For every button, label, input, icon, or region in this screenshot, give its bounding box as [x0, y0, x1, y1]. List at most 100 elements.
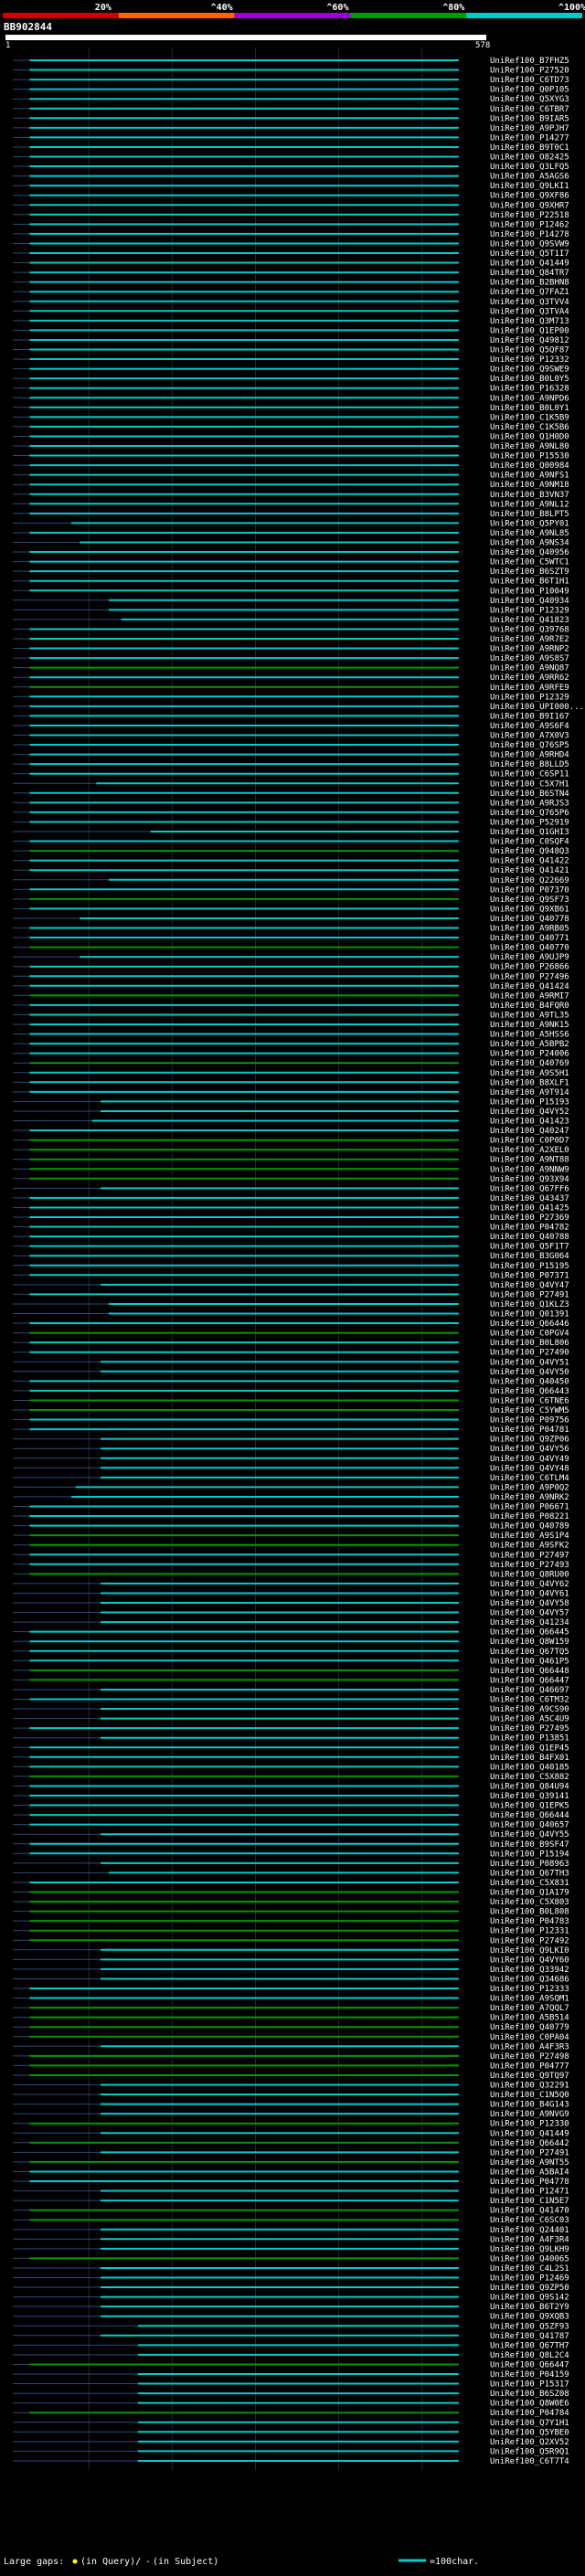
hit-row[interactable]: UniRef100_P15194: [13, 1850, 569, 1859]
hit-row[interactable]: UniRef100_A9NT55: [13, 2158, 569, 2168]
hit-row[interactable]: UniRef100_A7X0V3: [13, 732, 569, 741]
hit-row[interactable]: UniRef100_Q4VY49: [13, 1455, 569, 1464]
hit-label[interactable]: UniRef100_A9CS90: [490, 1705, 569, 1714]
hit-label[interactable]: UniRef100_P08963: [490, 1860, 569, 1869]
hit-label[interactable]: UniRef100_B0L808: [490, 1908, 569, 1917]
hit-row[interactable]: UniRef100_Q40934: [13, 597, 569, 606]
hit-row[interactable]: UniRef100_Q67TQ5: [13, 1648, 569, 1657]
hit-label[interactable]: UniRef100_Q66447: [490, 1676, 569, 1685]
hit-label[interactable]: UniRef100_Q8W0E6: [490, 2400, 569, 2409]
hit-label[interactable]: UniRef100_A9TL35: [490, 1011, 569, 1020]
hit-row[interactable]: UniRef100_Q4VY61: [13, 1589, 569, 1598]
hit-row[interactable]: UniRef100_Q4VY56: [13, 1445, 569, 1454]
hit-label[interactable]: UniRef100_P27369: [490, 1214, 569, 1223]
hit-label[interactable]: UniRef100_B9T0C1: [490, 143, 569, 153]
hit-label[interactable]: UniRef100_B3VN37: [490, 491, 569, 500]
hit-row[interactable]: UniRef100_A4F3R3: [13, 2042, 569, 2051]
hit-row[interactable]: UniRef100_B8XLF1: [13, 1078, 569, 1087]
hit-row[interactable]: UniRef100_B6STN4: [13, 790, 569, 799]
hit-label[interactable]: UniRef100_B6STN4: [490, 790, 569, 799]
hit-label[interactable]: UniRef100_C6TNE6: [490, 1396, 569, 1405]
hit-row[interactable]: UniRef100_Q4VY51: [13, 1358, 569, 1367]
hit-label[interactable]: UniRef100_A5AGS6: [490, 173, 569, 182]
hit-row[interactable]: UniRef100_Q461P5: [13, 1657, 569, 1666]
hit-label[interactable]: UniRef100_P27495: [490, 1724, 569, 1733]
hit-label[interactable]: UniRef100_B0L806: [490, 1339, 569, 1348]
hit-row[interactable]: UniRef100_Q5T1I7: [13, 249, 569, 259]
hit-label[interactable]: UniRef100_P15530: [490, 452, 569, 461]
hit-label[interactable]: UniRef100_A9S6F4: [490, 722, 569, 731]
hit-row[interactable]: UniRef100_Q40788: [13, 1233, 569, 1242]
hit-row[interactable]: UniRef100_A9UJP9: [13, 953, 569, 962]
hit-row[interactable]: UniRef100_A9RNP2: [13, 645, 569, 654]
hit-row[interactable]: UniRef100_Q7Y1H1: [13, 2419, 569, 2428]
hit-label[interactable]: UniRef100_P07370: [490, 885, 569, 895]
hit-row[interactable]: UniRef100_B0L0Y1: [13, 404, 569, 413]
hit-label[interactable]: UniRef100_Q5PY01: [490, 519, 569, 528]
hit-row[interactable]: UniRef100_P27498: [13, 2052, 569, 2062]
hit-row[interactable]: UniRef100_P27492: [13, 1936, 569, 1945]
hit-row[interactable]: UniRef100_P12329: [13, 606, 569, 615]
hit-row[interactable]: UniRef100_B4FQR0: [13, 1002, 569, 1011]
hit-row[interactable]: UniRef100_B4G143: [13, 2101, 569, 2110]
hit-label[interactable]: UniRef100_Q1EP45: [490, 1744, 569, 1753]
hit-row[interactable]: UniRef100_Q765P6: [13, 809, 569, 818]
hit-row[interactable]: UniRef100_Q4VY62: [13, 1580, 569, 1589]
hit-row[interactable]: UniRef100_Q4VY60: [13, 1956, 569, 1965]
hit-label[interactable]: UniRef100_P04781: [490, 1426, 569, 1435]
hit-row[interactable]: UniRef100_A9SFK2: [13, 1542, 569, 1551]
hit-row[interactable]: UniRef100_P15530: [13, 452, 569, 461]
hit-row[interactable]: UniRef100_A4F3R4: [13, 2235, 569, 2244]
hit-label[interactable]: UniRef100_P27492: [490, 1936, 569, 1945]
hit-label[interactable]: UniRef100_C6TM32: [490, 1696, 569, 1705]
hit-row[interactable]: UniRef100_Q41449: [13, 260, 569, 269]
hit-label[interactable]: UniRef100_P12462: [490, 220, 569, 229]
hit-label[interactable]: UniRef100_Q01391: [490, 1310, 569, 1320]
hit-label[interactable]: UniRef100_P09756: [490, 1416, 569, 1426]
hit-row[interactable]: UniRef100_B9I167: [13, 712, 569, 721]
hit-row[interactable]: UniRef100_C5YWM5: [13, 1406, 569, 1415]
hit-label[interactable]: UniRef100_A9RR62: [490, 673, 569, 683]
hit-label[interactable]: UniRef100_P27496: [490, 972, 569, 981]
hit-row[interactable]: UniRef100_Q40450: [13, 1377, 569, 1386]
hit-label[interactable]: UniRef100_P27498: [490, 2052, 569, 2062]
hit-row[interactable]: UniRef100_P24006: [13, 1050, 569, 1059]
hit-row[interactable]: UniRef100_A9RFE9: [13, 684, 569, 693]
hit-row[interactable]: UniRef100_Q33942: [13, 1966, 569, 1975]
hit-row[interactable]: UniRef100_Q40771: [13, 934, 569, 943]
hit-row[interactable]: UniRef100_Q93X94: [13, 1175, 569, 1184]
hit-row[interactable]: UniRef100_C0SQF4: [13, 838, 569, 847]
hit-row[interactable]: UniRef100_C6SP11: [13, 770, 569, 779]
hit-row[interactable]: UniRef100_Q43437: [13, 1194, 569, 1203]
hit-label[interactable]: UniRef100_A9RNP2: [490, 645, 569, 654]
hit-row[interactable]: UniRef100_Q4VY58: [13, 1599, 569, 1608]
hit-label[interactable]: UniRef100_A9NNW9: [490, 1165, 569, 1174]
hit-label[interactable]: UniRef100_P15195: [490, 1262, 569, 1271]
hit-row[interactable]: UniRef100_P04159: [13, 2370, 569, 2380]
hit-label[interactable]: UniRef100_P27497: [490, 1551, 569, 1560]
hit-label[interactable]: UniRef100_A9NL85: [490, 529, 569, 538]
hit-row[interactable]: UniRef100_Q39768: [13, 625, 569, 634]
hit-label[interactable]: UniRef100_Q40185: [490, 1763, 569, 1772]
hit-label[interactable]: UniRef100_C5YWM5: [490, 1406, 569, 1415]
hit-row[interactable]: UniRef100_Q40185: [13, 1763, 569, 1772]
hit-row[interactable]: UniRef100_P26866: [13, 963, 569, 972]
hit-row[interactable]: UniRef100_A9NK15: [13, 1021, 569, 1030]
hit-label[interactable]: UniRef100_A9NQ87: [490, 664, 569, 673]
hit-row[interactable]: UniRef100_A9NL85: [13, 529, 569, 538]
hit-label[interactable]: UniRef100_Q9SF73: [490, 896, 569, 905]
hit-row[interactable]: UniRef100_A9NL80: [13, 442, 569, 451]
hit-row[interactable]: UniRef100_Q66442: [13, 2139, 569, 2148]
hit-row[interactable]: UniRef100_Q41423: [13, 1118, 569, 1127]
hit-row[interactable]: UniRef100_P15195: [13, 1262, 569, 1271]
hit-label[interactable]: UniRef100_B3G064: [490, 1252, 569, 1261]
hit-row[interactable]: UniRef100_Q41449: [13, 2129, 569, 2138]
hit-row[interactable]: UniRef100_P16328: [13, 385, 569, 394]
hit-label[interactable]: UniRef100_Q40065: [490, 2254, 569, 2263]
hit-label[interactable]: UniRef100_C6T7T4: [490, 2457, 569, 2466]
hit-label[interactable]: UniRef100_B4FQR0: [490, 1002, 569, 1011]
hit-label[interactable]: UniRef100_C0PGV4: [490, 1330, 569, 1339]
hit-row[interactable]: UniRef100_Q4VY52: [13, 1108, 569, 1117]
hit-label[interactable]: UniRef100_P10049: [490, 587, 569, 596]
hit-row[interactable]: UniRef100_C1K5B6: [13, 423, 569, 432]
